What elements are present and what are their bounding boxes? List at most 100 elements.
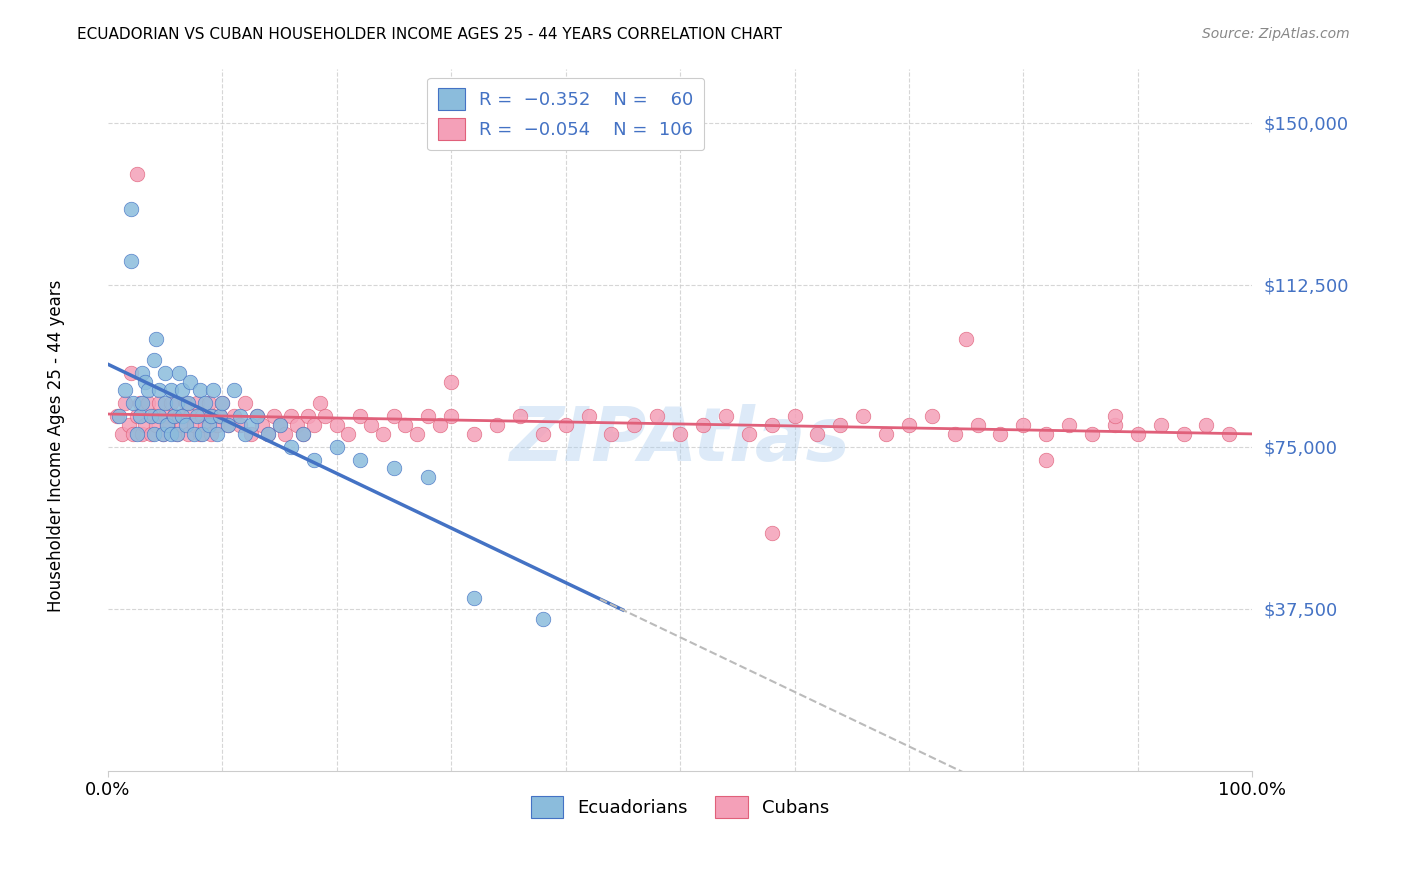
- Point: [191, 426, 214, 441]
- Point: [202, 409, 225, 424]
- Point: [394, 417, 416, 432]
- Point: [205, 426, 228, 441]
- Point: [406, 426, 429, 441]
- Point: [269, 417, 291, 432]
- Point: [160, 396, 183, 410]
- Point: [148, 396, 170, 410]
- Point: [142, 353, 165, 368]
- Point: [172, 384, 194, 398]
- Point: [531, 612, 554, 626]
- Point: [122, 426, 145, 441]
- Point: [830, 417, 852, 432]
- Point: [280, 409, 302, 424]
- Point: [120, 253, 142, 268]
- Point: [160, 384, 183, 398]
- Point: [714, 409, 737, 424]
- Point: [228, 417, 250, 432]
- Text: ZIPAtlas: ZIPAtlas: [509, 404, 851, 477]
- Point: [246, 409, 269, 424]
- Point: [314, 409, 336, 424]
- Point: [197, 396, 219, 410]
- Point: [1126, 426, 1149, 441]
- Point: [111, 426, 134, 441]
- Point: [1195, 417, 1218, 432]
- Point: [211, 396, 233, 410]
- Point: [1150, 417, 1173, 432]
- Point: [122, 396, 145, 410]
- Point: [200, 426, 222, 441]
- Point: [134, 375, 156, 389]
- Point: [179, 375, 201, 389]
- Point: [145, 417, 167, 432]
- Point: [531, 426, 554, 441]
- Point: [578, 409, 600, 424]
- Point: [129, 409, 152, 424]
- Point: [1012, 417, 1035, 432]
- Point: [291, 426, 314, 441]
- Point: [179, 409, 201, 424]
- Point: [188, 426, 211, 441]
- Point: [291, 426, 314, 441]
- Point: [177, 426, 200, 441]
- Point: [921, 409, 943, 424]
- Point: [692, 417, 714, 432]
- Point: [554, 417, 576, 432]
- Point: [418, 470, 440, 484]
- Point: [129, 396, 152, 410]
- Point: [240, 417, 263, 432]
- Point: [120, 202, 142, 216]
- Point: [274, 426, 297, 441]
- Point: [148, 409, 170, 424]
- Point: [148, 384, 170, 398]
- Point: [166, 426, 188, 441]
- Point: [233, 396, 256, 410]
- Point: [202, 384, 225, 398]
- Point: [156, 417, 179, 432]
- Point: [371, 426, 394, 441]
- Point: [852, 409, 875, 424]
- Point: [875, 426, 897, 441]
- Point: [188, 384, 211, 398]
- Point: [623, 417, 645, 432]
- Point: [174, 396, 197, 410]
- Point: [167, 366, 190, 380]
- Point: [360, 417, 382, 432]
- Point: [463, 591, 485, 605]
- Point: [337, 426, 360, 441]
- Point: [152, 426, 174, 441]
- Point: [222, 409, 245, 424]
- Point: [943, 426, 966, 441]
- Point: [108, 409, 131, 424]
- Point: [429, 417, 451, 432]
- Point: [125, 167, 148, 181]
- Point: [463, 426, 485, 441]
- Text: Source: ZipAtlas.com: Source: ZipAtlas.com: [1202, 27, 1350, 41]
- Point: [440, 375, 463, 389]
- Point: [211, 396, 233, 410]
- Point: [141, 426, 163, 441]
- Point: [669, 426, 692, 441]
- Point: [186, 396, 208, 410]
- Point: [186, 409, 208, 424]
- Point: [252, 417, 274, 432]
- Point: [209, 409, 232, 424]
- Point: [141, 409, 163, 424]
- Point: [382, 409, 405, 424]
- Point: [302, 417, 325, 432]
- Point: [418, 409, 440, 424]
- Point: [217, 417, 239, 432]
- Point: [166, 396, 188, 410]
- Point: [166, 426, 188, 441]
- Point: [209, 409, 232, 424]
- Point: [509, 409, 531, 424]
- Point: [172, 417, 194, 432]
- Point: [142, 426, 165, 441]
- Point: [167, 409, 190, 424]
- Point: [1035, 426, 1057, 441]
- Point: [183, 426, 205, 441]
- Point: [761, 417, 783, 432]
- Point: [308, 396, 330, 410]
- Point: [1173, 426, 1195, 441]
- Point: [1081, 426, 1104, 441]
- Point: [152, 426, 174, 441]
